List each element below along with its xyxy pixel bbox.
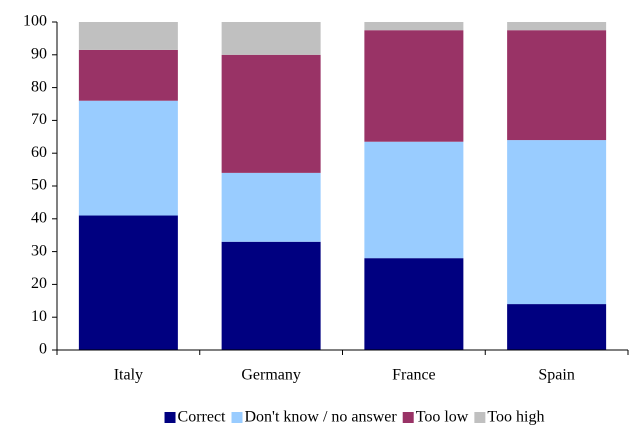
y-tick-label: 20 bbox=[31, 275, 47, 292]
bar-segment bbox=[507, 30, 607, 141]
y-tick-label: 40 bbox=[31, 209, 47, 226]
y-tick-label: 0 bbox=[39, 341, 47, 358]
bar-segment bbox=[78, 100, 178, 216]
legend-label: Correct bbox=[178, 409, 227, 426]
legend-swatch bbox=[474, 412, 486, 423]
bar-segment bbox=[221, 172, 321, 242]
bar-segment bbox=[78, 49, 178, 101]
legend-label: Don't know / no answer bbox=[245, 409, 398, 426]
y-tick-label: 90 bbox=[31, 45, 47, 62]
x-tick-label: Spain bbox=[538, 367, 574, 384]
bar-segment bbox=[221, 241, 321, 350]
legend-label: Too low bbox=[416, 409, 469, 426]
bar-segment bbox=[507, 140, 607, 305]
bar-segment bbox=[78, 22, 178, 50]
y-tick-label: 50 bbox=[31, 177, 47, 194]
bar-segment bbox=[507, 22, 607, 31]
y-tick-label: 10 bbox=[31, 308, 47, 325]
x-tick-label: France bbox=[392, 367, 436, 384]
legend-label: Too high bbox=[487, 409, 544, 426]
bar-segment bbox=[364, 22, 464, 31]
y-tick-label: 100 bbox=[23, 13, 47, 30]
bar-segment bbox=[221, 54, 321, 173]
x-tick-label: Italy bbox=[114, 367, 143, 384]
bar-segment bbox=[78, 215, 178, 350]
x-tick-label: Germany bbox=[241, 367, 301, 384]
bar-segment bbox=[364, 30, 464, 142]
bar-segment bbox=[221, 22, 321, 55]
legend-swatch bbox=[402, 412, 414, 423]
legend-swatch bbox=[164, 412, 176, 423]
bar-segment bbox=[364, 258, 464, 350]
y-tick-label: 70 bbox=[31, 111, 47, 128]
legend-swatch bbox=[231, 412, 243, 423]
y-tick-label: 80 bbox=[31, 78, 47, 95]
bar-segment bbox=[364, 141, 464, 259]
y-tick-label: 30 bbox=[31, 242, 47, 259]
bar-segment bbox=[507, 304, 607, 350]
y-tick-label: 60 bbox=[31, 144, 47, 161]
